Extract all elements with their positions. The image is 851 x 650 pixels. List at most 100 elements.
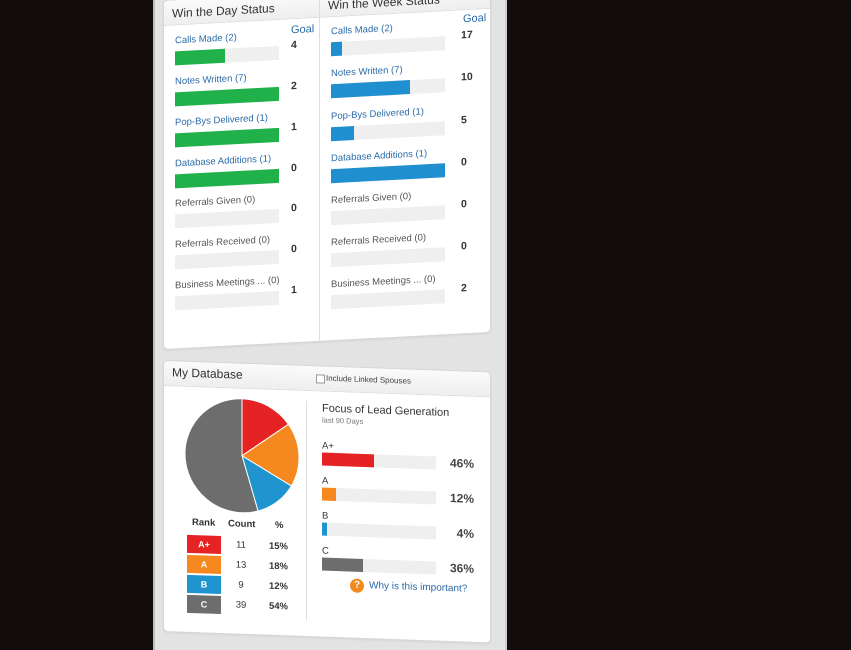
progress-track (175, 249, 279, 270)
status-row: Referrals Received (0) 0 (175, 232, 315, 271)
why-important-label: Why is this important? (369, 580, 468, 595)
database-title: My Database (172, 365, 243, 382)
goal-value: 2 (461, 282, 467, 295)
progress-track (331, 36, 445, 57)
status-row: Business Meetings ... (0) 2 (331, 271, 481, 311)
database-panel: My Database Include Linked Spouses Rank … (163, 360, 491, 644)
status-row[interactable]: Pop-Bys Delivered (1) 1 (175, 110, 315, 149)
database-divider (306, 400, 307, 622)
percent-header: % (275, 519, 284, 532)
progress-track (175, 127, 279, 148)
progress-fill (175, 168, 279, 189)
rank-badge: C (187, 594, 221, 615)
goal-value: 0 (291, 201, 297, 215)
status-row[interactable]: Calls Made (2) 17 (331, 18, 481, 58)
goal-value: 10 (461, 70, 473, 84)
focus-bar-track (322, 557, 436, 575)
progress-track (331, 289, 445, 310)
goal-value: 0 (461, 240, 467, 253)
focus-bar-track (322, 452, 436, 470)
focus-bar-track (322, 522, 436, 540)
status-row-label[interactable]: Notes Written (7) (331, 64, 403, 80)
progress-track (175, 290, 279, 311)
pie-slice-3 (184, 398, 259, 514)
status-row[interactable]: Pop-Bys Delivered (1) 5 (331, 103, 481, 143)
rank-count: 9 (238, 579, 244, 591)
goal-value: 0 (291, 161, 297, 175)
status-row-label: Referrals Given (0) (331, 190, 412, 207)
progress-track (175, 208, 279, 229)
count-header: Count (228, 518, 256, 531)
status-row[interactable]: Calls Made (2) 4 (175, 28, 315, 67)
day-status-list: Calls Made (2) 4 Notes Written (7) 2 Pop-Bys… (175, 28, 315, 311)
focus-bar-fill (322, 487, 336, 502)
status-row: Business Meetings ... (0) 1 (175, 273, 315, 312)
status-row[interactable]: Notes Written (7) 10 (331, 60, 481, 100)
status-row-label[interactable]: Calls Made (2) (175, 32, 237, 47)
progress-fill (175, 127, 279, 148)
status-row[interactable]: Notes Written (7) 2 (175, 69, 315, 108)
week-status-list: Calls Made (2) 17 Notes Written (7) 10 Pop-B… (331, 18, 481, 310)
progress-track (175, 86, 279, 107)
rank-count: 39 (235, 599, 247, 611)
status-row[interactable]: Database Additions (1) 0 (331, 145, 481, 185)
rank-percent: 12% (268, 580, 288, 593)
focus-list: A+ 46% A 12% B 4% C 36% (322, 441, 482, 576)
rank-percent: 15% (268, 540, 288, 553)
goal-value: 0 (291, 242, 297, 256)
focus-bar-track (322, 487, 436, 505)
progress-fill (175, 86, 279, 107)
status-row: Referrals Received (0) 0 (331, 229, 481, 269)
focus-percent: 12% (449, 491, 474, 506)
rank-percent: 54% (268, 600, 288, 613)
include-spouses-checkbox[interactable] (316, 374, 325, 384)
focus-bar-fill (322, 522, 327, 536)
rank-pie-chart (184, 398, 300, 514)
status-row: Referrals Given (0) 0 (175, 191, 315, 230)
status-row: Referrals Given (0) 0 (331, 187, 481, 227)
goal-value: 17 (461, 28, 473, 42)
progress-track (331, 121, 445, 142)
progress-track (175, 168, 279, 189)
focus-bar-fill (322, 557, 364, 572)
status-row[interactable]: Database Additions (1) 0 (175, 151, 315, 190)
focus-percent: 4% (456, 526, 474, 541)
status-row-label[interactable]: Pop-Bys Delivered (1) (331, 106, 424, 123)
focus-rank-label: B (322, 510, 329, 522)
status-row-label[interactable]: Calls Made (2) (331, 22, 393, 38)
include-spouses-label: Include Linked Spouses (326, 373, 411, 386)
progress-fill (331, 41, 343, 57)
rank-header: Rank (192, 517, 216, 529)
rank-count: 13 (235, 559, 247, 571)
focus-rank-label: A+ (322, 440, 334, 452)
focus-bar-fill (322, 452, 375, 468)
rank-badge: B (187, 574, 221, 595)
progress-track (175, 45, 279, 66)
status-row-label[interactable]: Notes Written (7) (175, 72, 247, 88)
progress-track (331, 78, 445, 99)
progress-track (331, 205, 445, 226)
goal-value: 0 (461, 156, 467, 169)
pie-slice-0 (241, 398, 290, 457)
database-panel-header: My Database Include Linked Spouses (164, 361, 490, 398)
status-row-label[interactable]: Pop-Bys Delivered (1) (175, 112, 268, 129)
status-row-label[interactable]: Database Additions (1) (175, 153, 272, 170)
rank-percent: 18% (268, 560, 288, 573)
goal-value: 0 (461, 198, 467, 211)
progress-fill (331, 163, 445, 184)
goal-value: 1 (291, 283, 297, 297)
goal-value: 4 (291, 38, 297, 52)
focus-percent: 36% (449, 561, 474, 576)
focus-subtitle: last 90 Days (322, 415, 364, 426)
status-divider (319, 0, 320, 341)
rank-badge: A (187, 554, 221, 575)
goal-value: 5 (461, 114, 467, 127)
progress-fill (331, 80, 410, 99)
status-row-label: Business Meetings ... (0) (331, 273, 436, 291)
progress-track (331, 163, 445, 184)
status-row-label: Business Meetings ... (0) (175, 274, 280, 292)
progress-fill (175, 48, 225, 66)
status-row-label: Referrals Received (0) (331, 232, 427, 249)
status-row-label[interactable]: Database Additions (1) (331, 148, 428, 165)
goal-value: 1 (291, 120, 297, 134)
